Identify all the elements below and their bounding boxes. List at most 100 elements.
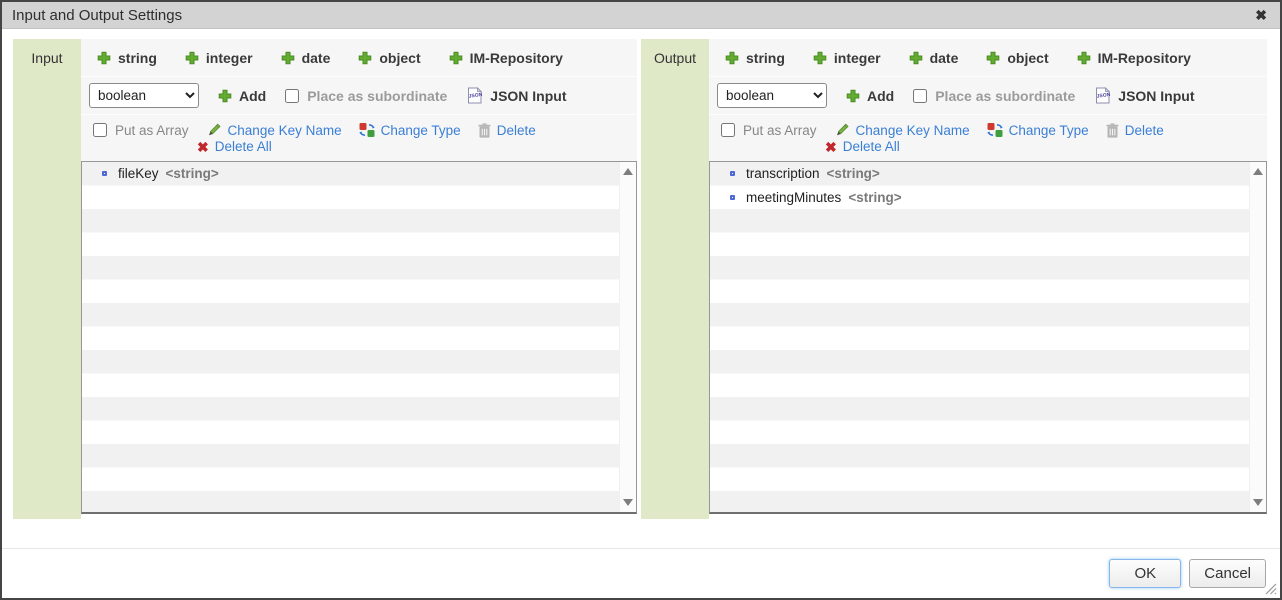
svg-text:JSON: JSON	[469, 92, 484, 100]
cancel-button[interactable]: Cancel	[1189, 559, 1266, 588]
delete-label: Delete	[496, 122, 536, 138]
delete-all-icon: ✖	[825, 138, 837, 155]
add-object-label: object	[1007, 49, 1049, 66]
plus-icon	[1077, 51, 1090, 64]
ok-button[interactable]: OK	[1109, 559, 1182, 588]
json-input-button[interactable]: JSON JSON Input	[1094, 87, 1195, 104]
tree-item[interactable]: transcription <string>	[710, 162, 1249, 186]
add-date-label: date	[301, 49, 331, 66]
json-input-button[interactable]: JSON JSON Input	[466, 87, 567, 104]
place-as-subordinate: Place as subordinate	[913, 88, 1075, 104]
plus-icon	[185, 51, 199, 64]
tree-item[interactable]: meetingMinutes <string>	[710, 186, 1249, 210]
add-custom-row: boolean Add Place as subordinate JSON	[709, 77, 1267, 115]
delete-all-label: Delete All	[214, 139, 272, 154]
edit-row-line2: ✖ Delete All	[197, 139, 272, 154]
add-date-button[interactable]: date	[909, 49, 959, 66]
edit-row-line1: Put as Array Change Key Name Change Type	[721, 122, 1164, 138]
scroll-down-icon[interactable]	[623, 499, 633, 506]
put-as-array: Put as Array	[721, 123, 817, 138]
add-integer-button[interactable]: integer	[185, 50, 253, 66]
trash-icon	[1106, 122, 1119, 138]
scroll-up-icon[interactable]	[1253, 168, 1263, 175]
change-key-name-button[interactable]: Change Key Name	[206, 122, 342, 138]
dialog-title: Input and Output Settings	[12, 6, 183, 24]
delete-button[interactable]: Delete	[478, 123, 536, 138]
json-file-icon: JSON	[468, 87, 484, 104]
add-date-label: date	[929, 49, 959, 66]
panels-area: Input string integer	[13, 39, 1267, 519]
edit-row-line1: Put as Array Change Key Name Change Type	[93, 122, 536, 138]
change-type-icon	[986, 123, 1003, 137]
node-name: meetingMinutes	[746, 189, 842, 205]
change-type-button[interactable]: Change Type	[358, 122, 461, 138]
add-label: Add	[239, 87, 267, 104]
add-integer-button[interactable]: integer	[813, 50, 881, 66]
add-object-button[interactable]: object	[986, 49, 1049, 66]
add-string-label: string	[746, 49, 785, 66]
add-object-button[interactable]: object	[358, 49, 421, 66]
put-as-array-checkbox[interactable]	[721, 123, 735, 137]
add-im-repository-button[interactable]: IM-Repository	[1077, 50, 1191, 66]
edit-row: Put as Array Change Key Name Change Type	[709, 115, 1267, 161]
change-key-name-label: Change Key Name	[855, 122, 970, 138]
delete-button[interactable]: Delete	[1106, 123, 1164, 138]
delete-all-button[interactable]: ✖ Delete All	[197, 139, 272, 154]
add-type-row: string integer date object	[81, 39, 637, 77]
add-im-repository-button[interactable]: IM-Repository	[449, 50, 563, 66]
input-panel-body: string integer date object	[81, 39, 637, 519]
change-type-icon	[358, 123, 375, 137]
output-panel-label: Output	[641, 39, 709, 519]
node-type: <string>	[826, 166, 880, 182]
output-panel-body: string integer date object	[709, 39, 1267, 519]
tree-item[interactable]: fileKey <string>	[82, 162, 619, 186]
resize-handle[interactable]	[1264, 582, 1277, 595]
type-select[interactable]: boolean	[717, 83, 827, 108]
place-as-subordinate-checkbox[interactable]	[913, 88, 928, 103]
place-as-subordinate-label: Place as subordinate	[307, 87, 448, 104]
scroll-up-icon[interactable]	[623, 168, 633, 175]
footer-divider	[2, 548, 1280, 549]
put-as-array: Put as Array	[93, 123, 189, 138]
output-toolbar: string integer date object	[709, 39, 1267, 161]
footer: OK Cancel	[2, 549, 1280, 598]
add-string-button[interactable]: string	[725, 50, 785, 66]
pencil-icon	[836, 123, 849, 136]
edit-row-line2: ✖ Delete All	[825, 139, 900, 154]
plus-icon	[281, 51, 294, 64]
put-as-array-label: Put as Array	[743, 122, 817, 138]
node-icon	[730, 171, 735, 177]
input-panel-label: Input	[13, 39, 81, 519]
pencil-icon	[208, 123, 221, 136]
plus-icon	[97, 51, 111, 64]
edit-row: Put as Array Change Key Name Change Type	[81, 115, 637, 161]
add-integer-label: integer	[833, 49, 881, 66]
input-tree-list: fileKey <string>	[81, 161, 637, 514]
add-button[interactable]: Add	[218, 88, 266, 104]
json-file-icon: JSON	[1096, 87, 1111, 104]
change-key-name-button[interactable]: Change Key Name	[834, 122, 970, 138]
add-button[interactable]: Add	[846, 88, 894, 104]
output-tree-rows: transcription <string> meetingMinutes <s…	[710, 162, 1249, 512]
scrollbar[interactable]	[1249, 162, 1266, 512]
put-as-array-checkbox[interactable]	[93, 123, 107, 137]
plus-icon	[846, 89, 860, 102]
place-as-subordinate: Place as subordinate	[285, 88, 447, 104]
add-object-label: object	[379, 49, 421, 66]
change-type-button[interactable]: Change Type	[986, 122, 1089, 138]
add-integer-label: integer	[205, 49, 253, 66]
add-string-button[interactable]: string	[97, 50, 157, 66]
close-icon[interactable]: ✖	[1255, 7, 1267, 23]
scroll-down-icon[interactable]	[1253, 499, 1263, 506]
scrollbar[interactable]	[619, 162, 636, 512]
add-label: Add	[867, 87, 895, 104]
delete-all-button[interactable]: ✖ Delete All	[825, 139, 900, 154]
type-select[interactable]: boolean	[89, 83, 199, 108]
plus-icon	[987, 51, 1000, 64]
add-date-button[interactable]: date	[281, 49, 331, 66]
node-name: fileKey	[118, 166, 159, 182]
node-icon	[730, 194, 735, 200]
place-as-subordinate-checkbox[interactable]	[285, 88, 300, 103]
output-panel: Output string integer	[641, 39, 1267, 519]
